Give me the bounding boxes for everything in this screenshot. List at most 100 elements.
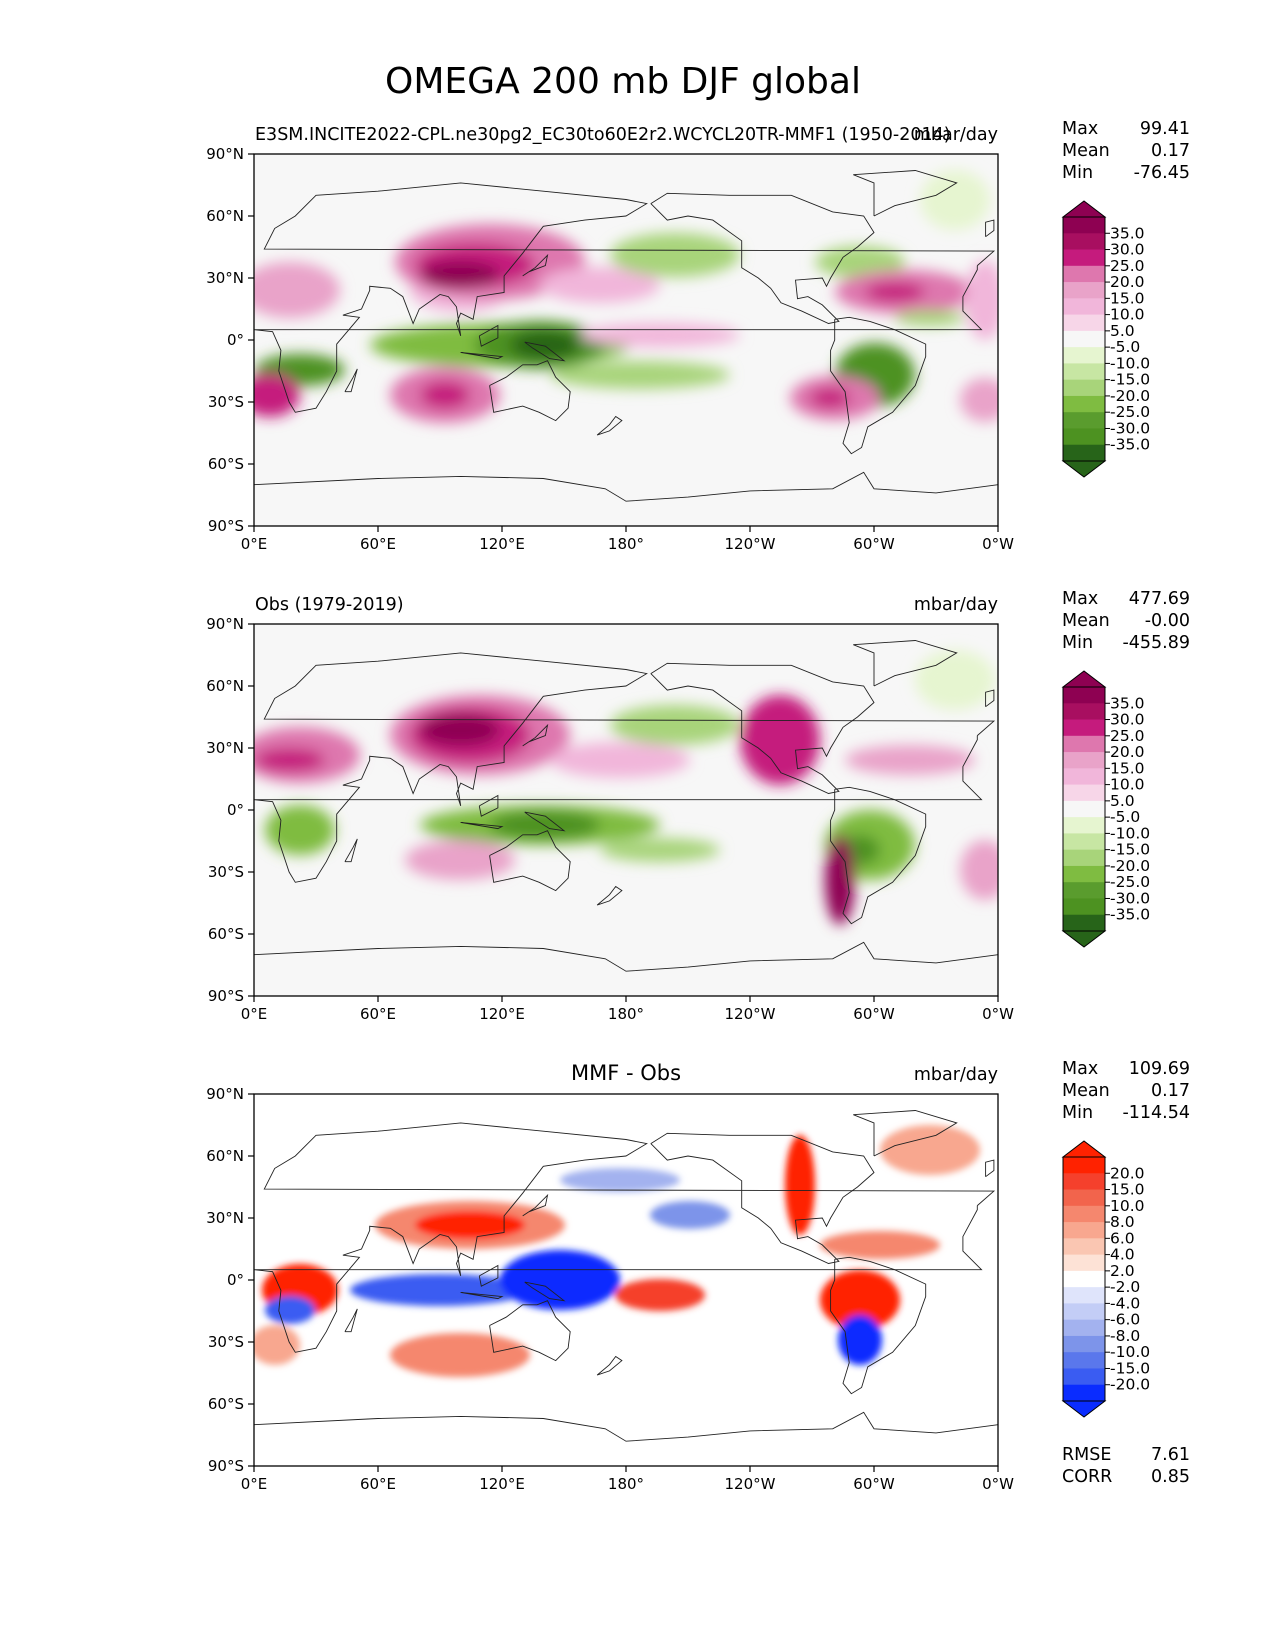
- colorbar-tick-label: -30.0: [1110, 889, 1150, 907]
- colorbar-swatch: [1063, 1368, 1105, 1386]
- colorbar-extend-top: [1061, 670, 1107, 688]
- lat-tick-label: 90°S: [208, 517, 244, 535]
- colorbar-swatch: [1063, 865, 1105, 883]
- colorbar-swatch: [1063, 412, 1105, 429]
- colorbar-tick-label: -35.0: [1110, 906, 1150, 924]
- colorbar-swatch: [1063, 784, 1105, 802]
- panel-diff-coastlines: [254, 1110, 998, 1442]
- lon-tick-label: 0°W: [982, 1475, 1014, 1493]
- colorbar-swatch: [1063, 314, 1105, 332]
- lon-tick-label: 60°W: [853, 1005, 895, 1023]
- lon-tick-label: 120°W: [725, 1005, 776, 1023]
- panel-diff-units: mbar/day: [914, 1065, 998, 1085]
- colorbar-swatch: [1063, 298, 1105, 316]
- lat-tick-label: 60°S: [208, 455, 244, 473]
- panel-diff-metric-label: RMSE: [1062, 1445, 1111, 1465]
- colorbar-extend-top: [1061, 200, 1107, 218]
- colorbar-swatch: [1063, 265, 1105, 283]
- colorbar-swatch: [1063, 703, 1105, 721]
- panel-obs-stat-value: -455.89: [1122, 633, 1190, 653]
- colorbar-tick-label: -25.0: [1110, 403, 1150, 421]
- lon-tick-label: 0°W: [982, 535, 1014, 553]
- lat-tick-label: 30°S: [208, 863, 244, 881]
- colorbar-swatch: [1063, 330, 1105, 348]
- colorbar-tick-label: -2.0: [1110, 1278, 1140, 1296]
- colorbar-swatch: [1063, 687, 1105, 704]
- colorbar-tick-label: -35.0: [1110, 436, 1150, 454]
- lat-tick-label: 60°N: [206, 677, 244, 695]
- panel-diff: MMF - Obs mbar/day: [254, 1061, 998, 1466]
- panel-diff-center-title: MMF - Obs: [571, 1061, 681, 1085]
- colorbar-swatch: [1063, 395, 1105, 413]
- lat-tick-label: 90°S: [208, 987, 244, 1005]
- colorbar-tick-label: -4.0: [1110, 1294, 1140, 1312]
- lon-tick-label: 60°E: [360, 535, 396, 553]
- colorbar-swatch: [1063, 379, 1105, 397]
- colorbar-swatch: [1063, 1173, 1105, 1191]
- colorbar-swatch: [1063, 1254, 1105, 1272]
- colorbar-tick-label: 4.0: [1110, 1246, 1135, 1264]
- colorbar-tick-label: 15.0: [1110, 759, 1145, 777]
- panel-model-stat-value: -76.45: [1134, 163, 1190, 183]
- lat-tick-label: 30°N: [206, 269, 244, 287]
- colorbar-swatch: [1063, 735, 1105, 753]
- colorbar-extend-bottom: [1061, 1400, 1107, 1418]
- panel-diff-metric-value: 0.85: [1151, 1467, 1190, 1487]
- lon-tick-label: 0°E: [241, 1005, 268, 1023]
- lon-tick-label: 0°E: [241, 1475, 268, 1493]
- colorbar-swatch: [1063, 444, 1105, 462]
- lon-tick-label: 0°W: [982, 1005, 1014, 1023]
- colorbar-tick-label: -8.0: [1110, 1327, 1140, 1345]
- panel-model-colorbar: 35.030.025.020.015.010.05.0-5.0-10.0-15.…: [1061, 200, 1150, 478]
- colorbar-swatch: [1063, 1189, 1105, 1207]
- panel-model: E3SM.INCITE2022-CPL.ne30pg2_EC30to60E2r2…: [254, 125, 998, 526]
- panel-obs-units: mbar/day: [914, 595, 998, 615]
- panel-obs-stat-label: Max: [1062, 589, 1098, 609]
- lon-tick-label: 60°E: [360, 1005, 396, 1023]
- panel-diff-stat-label: Min: [1062, 1103, 1093, 1123]
- colorbar-tick-label: 20.0: [1110, 273, 1145, 291]
- panel-diff-stat-label: Mean: [1062, 1081, 1110, 1101]
- panel-diff-metric-label: CORR: [1062, 1467, 1112, 1487]
- colorbar-swatch: [1063, 898, 1105, 916]
- colorbar-tick-label: 10.0: [1110, 1197, 1145, 1215]
- lon-tick-label: 120°E: [479, 535, 525, 553]
- panel-model-left-title: E3SM.INCITE2022-CPL.ne30pg2_EC30to60E2r2…: [255, 125, 951, 145]
- panel-obs-coastlines: [254, 640, 998, 972]
- colorbar-tick-label: 2.0: [1110, 1262, 1135, 1280]
- colorbar-swatch: [1063, 1319, 1105, 1337]
- colorbar-tick-label: -10.0: [1110, 1343, 1150, 1361]
- lat-tick-label: 30°S: [208, 393, 244, 411]
- colorbar-tick-label: 25.0: [1110, 727, 1145, 745]
- colorbar-swatch: [1063, 363, 1105, 381]
- colorbar-swatch: [1063, 1222, 1105, 1239]
- panel-model-stat-value: 99.41: [1140, 119, 1190, 139]
- lat-tick-label: 60°N: [206, 1147, 244, 1165]
- colorbar-tick-label: -25.0: [1110, 873, 1150, 891]
- lon-tick-label: 180°: [608, 1005, 644, 1023]
- colorbar-tick-label: 35.0: [1110, 224, 1145, 242]
- colorbar-tick-label: 20.0: [1110, 1164, 1145, 1182]
- lat-tick-label: 30°N: [206, 1209, 244, 1227]
- colorbar-extend-bottom: [1061, 460, 1107, 478]
- colorbar-swatch: [1063, 849, 1105, 867]
- lon-tick-label: 120°E: [479, 1005, 525, 1023]
- panel-model-stat-label: Min: [1062, 163, 1093, 183]
- colorbar-swatch: [1063, 1157, 1105, 1174]
- panel-obs: Obs (1979-2019) mbar/day: [254, 595, 998, 996]
- colorbar-tick-label: -15.0: [1110, 1359, 1150, 1377]
- panel-obs-stat-value: -0.00: [1145, 611, 1190, 631]
- colorbar-tick-label: -30.0: [1110, 419, 1150, 437]
- lon-tick-label: 60°W: [853, 1475, 895, 1493]
- colorbar-swatch: [1063, 800, 1105, 818]
- colorbar-swatch: [1063, 752, 1105, 769]
- colorbar-tick-label: 20.0: [1110, 743, 1145, 761]
- lon-tick-label: 180°: [608, 535, 644, 553]
- lon-tick-label: 60°W: [853, 535, 895, 553]
- colorbar-tick-label: 30.0: [1110, 711, 1145, 729]
- panel-diff-colorbar: 20.015.010.08.06.04.02.0-2.0-4.0-6.0-8.0…: [1061, 1140, 1150, 1418]
- colorbar-tick-label: -15.0: [1110, 841, 1150, 859]
- colorbar-swatch: [1063, 1287, 1105, 1304]
- colorbar-tick-label: 6.0: [1110, 1229, 1135, 1247]
- colorbar-swatch: [1063, 1238, 1105, 1256]
